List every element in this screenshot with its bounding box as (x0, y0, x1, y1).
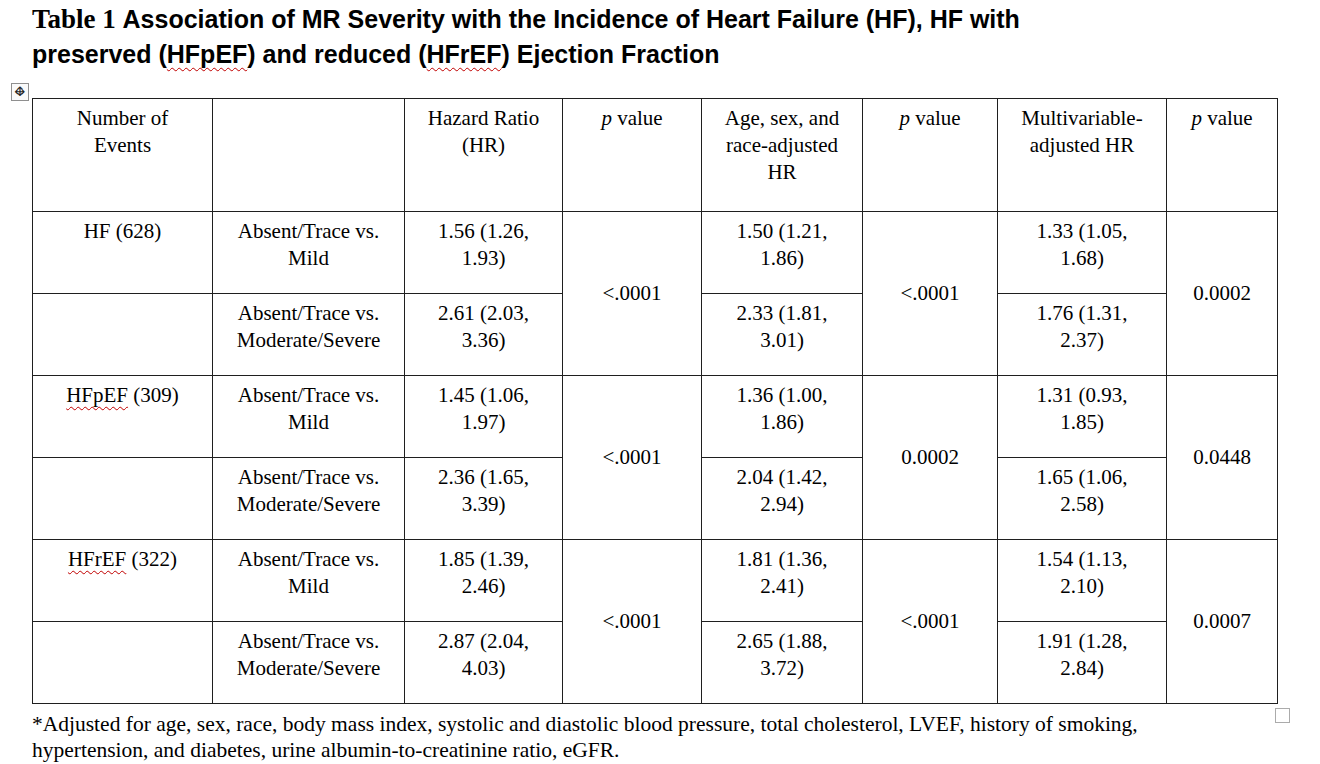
events-cell-empty (33, 294, 213, 376)
multivariable-hr-cell: 1.54 (1.13, 2.10) (998, 540, 1167, 622)
table-move-handle[interactable]: ↔↕ (11, 83, 29, 101)
comparison-cell: Absent/Trace vs. Mild (213, 376, 405, 458)
hr-cell: 1.45 (1.06, 1.97) (405, 376, 563, 458)
adjusted-hr-cell: 2.65 (1.88, 3.72) (702, 622, 863, 704)
adjusted-hr-cell: 2.33 (1.81, 3.01) (702, 294, 863, 376)
comparison-cell: Absent/Trace vs. Moderate/Severe (213, 294, 405, 376)
adjusted-hr-cell: 2.04 (1.42, 2.94) (702, 458, 863, 540)
table-title: Table 1 Association of MR Severity with … (32, 2, 1320, 72)
adjusted-hr-cell: 1.81 (1.36, 2.41) (702, 540, 863, 622)
p-value-cell: 0.0002 (1167, 212, 1278, 376)
hr-cell: 1.85 (1.39, 2.46) (405, 540, 563, 622)
p-value-cell: <.0001 (563, 212, 702, 376)
hr-cell: 2.87 (2.04, 4.03) (405, 622, 563, 704)
p-value-cell: 0.0002 (863, 376, 998, 540)
misspelled-word: HFrEF (68, 547, 126, 571)
p-value-cell: <.0001 (563, 376, 702, 540)
p-value-cell: 0.0448 (1167, 376, 1278, 540)
header-hazard-ratio: Hazard Ratio (HR) (405, 99, 563, 212)
table-resize-handle[interactable] (1275, 708, 1290, 723)
header-p-value-1: p value (563, 99, 702, 212)
adjusted-hr-cell: 1.36 (1.00, 1.86) (702, 376, 863, 458)
misspelled-word-hfpef: HFpEF (167, 40, 248, 68)
events-cell-empty (33, 458, 213, 540)
misspelled-word: HFpEF (66, 383, 128, 407)
misspelled-word-hfref: HFrEF (427, 40, 502, 68)
header-multivariable-hr: Multivariable- adjusted HR (998, 99, 1167, 212)
header-age-sex-race-hr: Age, sex, and race-adjusted HR (702, 99, 863, 212)
table-row-hf-mild: HF (628) Absent/Trace vs. Mild 1.56 (1.2… (33, 212, 1278, 294)
table-row-hfpef-mild: HFpEF (309) Absent/Trace vs. Mild 1.45 (… (33, 376, 1278, 458)
header-p-value-3: p value (1167, 99, 1278, 212)
p-value-cell: <.0001 (863, 540, 998, 704)
table-title-line1: Table 1 Association of MR Severity with … (32, 2, 1320, 37)
table-container: ↔↕ Number of Events Hazard Ratio (HR) p … (32, 98, 1277, 704)
table-number-label: Table 1 (32, 4, 123, 34)
comparison-cell: Absent/Trace vs. Mild (213, 212, 405, 294)
footnote: *Adjusted for age, sex, race, body mass … (32, 711, 1294, 763)
events-cell-hfref: HFrEF (322) (33, 540, 213, 622)
table-header-row: Number of Events Hazard Ratio (HR) p val… (33, 99, 1278, 212)
adjusted-hr-cell: 1.50 (1.21, 1.86) (702, 212, 863, 294)
header-number-of-events: Number of Events (33, 99, 213, 212)
header-p-value-2: p value (863, 99, 998, 212)
move-arrows-icon: ↕ (12, 84, 28, 100)
multivariable-hr-cell: 1.65 (1.06, 2.58) (998, 458, 1167, 540)
multivariable-hr-cell: 1.76 (1.31, 2.37) (998, 294, 1167, 376)
table-title-line2: preserved (HFpEF) and reduced (HFrEF) Ej… (32, 37, 1320, 72)
multivariable-hr-cell: 1.31 (0.93, 1.85) (998, 376, 1167, 458)
events-cell-hf: HF (628) (33, 212, 213, 294)
comparison-cell: Absent/Trace vs. Mild (213, 540, 405, 622)
p-value-cell: <.0001 (863, 212, 998, 376)
table-row-hfref-mild: HFrEF (322) Absent/Trace vs. Mild 1.85 (… (33, 540, 1278, 622)
hr-cell: 1.56 (1.26, 1.93) (405, 212, 563, 294)
hr-cell: 2.61 (2.03, 3.36) (405, 294, 563, 376)
events-cell-hfpef: HFpEF (309) (33, 376, 213, 458)
p-value-cell: 0.0007 (1167, 540, 1278, 704)
comparison-cell: Absent/Trace vs. Moderate/Severe (213, 458, 405, 540)
hr-cell: 2.36 (1.65, 3.39) (405, 458, 563, 540)
header-empty (213, 99, 405, 212)
multivariable-hr-cell: 1.33 (1.05, 1.68) (998, 212, 1167, 294)
p-value-cell: <.0001 (563, 540, 702, 704)
comparison-cell: Absent/Trace vs. Moderate/Severe (213, 622, 405, 704)
mr-severity-table: Number of Events Hazard Ratio (HR) p val… (32, 98, 1278, 704)
events-cell-empty (33, 622, 213, 704)
document-page: Table 1 Association of MR Severity with … (0, 0, 1320, 763)
multivariable-hr-cell: 1.91 (1.28, 2.84) (998, 622, 1167, 704)
